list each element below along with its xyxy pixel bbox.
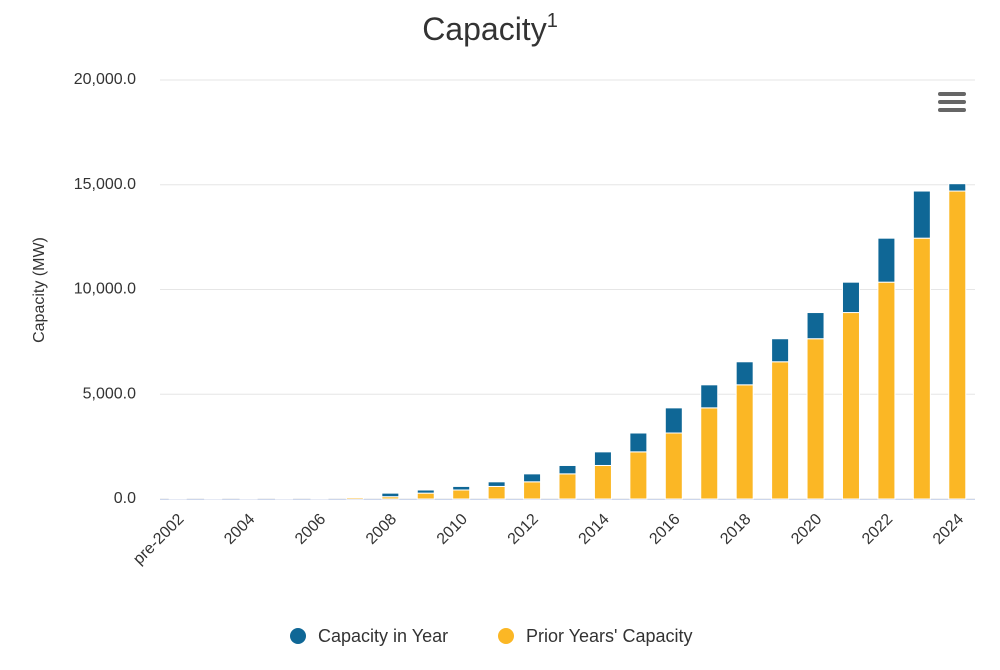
bar-segment [381, 492, 400, 498]
bar-segment [806, 312, 825, 340]
x-tick-label: 2004 [221, 511, 258, 548]
x-tick-label: 2018 [717, 511, 754, 548]
bar-segment [487, 485, 506, 500]
bar-segment [558, 473, 577, 500]
bar-segment [700, 384, 719, 409]
bar-segment [664, 432, 683, 500]
legend-label: Prior Years' Capacity [526, 626, 693, 646]
x-tick-label: 2014 [576, 511, 613, 548]
bar-segment [487, 481, 506, 487]
x-tick-label: pre-2002 [130, 511, 187, 568]
title-text: Capacity [422, 11, 547, 47]
x-tick-label: 2024 [930, 511, 967, 548]
bar-segment [700, 407, 719, 500]
bar-segment [771, 338, 790, 363]
legend-marker [498, 628, 514, 644]
bar-segment [523, 481, 542, 500]
x-tick-label: 2020 [788, 511, 825, 548]
bar-segment [452, 489, 471, 500]
bar-segment [912, 237, 931, 500]
y-tick-label: 5,000.0 [83, 385, 136, 402]
x-tick-label: 2008 [363, 511, 400, 548]
x-tick-label: 2016 [646, 511, 683, 548]
x-tick-label: 2012 [505, 511, 542, 548]
bar-segment [912, 190, 931, 239]
bar-segment [629, 432, 648, 453]
bar-segment [948, 183, 967, 192]
y-tick-label: 0.0 [114, 490, 136, 507]
legend-marker [290, 628, 306, 644]
menu-bar[interactable] [938, 92, 966, 96]
bar-segment [806, 338, 825, 500]
bar-segment [877, 237, 896, 283]
x-tick-label: 2010 [434, 511, 471, 548]
bar-segment [664, 407, 683, 434]
y-tick-label: 15,000.0 [74, 176, 136, 193]
menu-bar[interactable] [938, 100, 966, 104]
bar-segment [841, 312, 860, 500]
bar-segment [416, 492, 435, 500]
y-axis-label: Capacity (MW) [31, 237, 48, 343]
x-tick-label: 2006 [292, 511, 329, 548]
bar-segment [310, 497, 329, 499]
bar-segment [948, 190, 967, 500]
bar-segment [452, 485, 471, 491]
bar-segment [735, 384, 754, 500]
bar-segment [877, 281, 896, 500]
y-tick-label: 10,000.0 [74, 281, 136, 298]
bar-segment [593, 464, 612, 500]
title-superscript: 1 [547, 10, 558, 32]
y-tick-label: 20,000.0 [74, 71, 136, 88]
menu-bar[interactable] [938, 108, 966, 112]
bar-segment [841, 281, 860, 314]
bar-segment [771, 361, 790, 500]
bar-segment [629, 451, 648, 500]
chart-title: Capacity1 [422, 10, 558, 47]
bar-segment [593, 451, 612, 466]
bar-segment [345, 496, 364, 499]
bar-segment [416, 489, 435, 494]
bar-segment [523, 473, 542, 483]
bar-segment [735, 361, 754, 386]
legend-label: Capacity in Year [318, 626, 448, 646]
bar-segment [558, 464, 577, 475]
menu-button[interactable] [938, 92, 966, 112]
x-tick-label: 2022 [859, 511, 896, 548]
